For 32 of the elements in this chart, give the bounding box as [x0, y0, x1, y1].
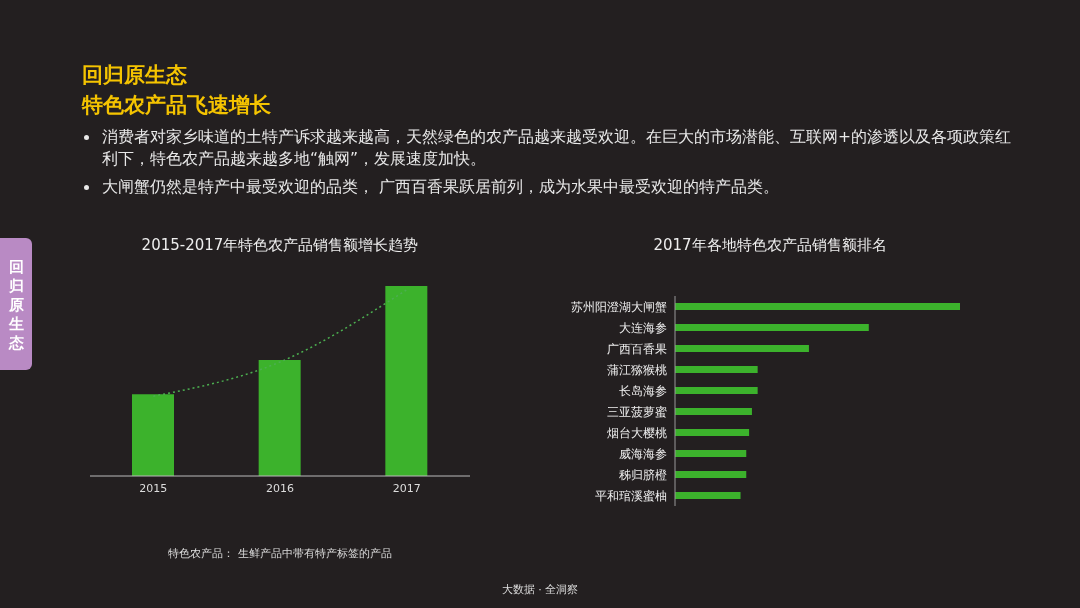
bar [675, 366, 758, 373]
text: 回归原生态 [7, 258, 25, 353]
x-tick-label: 2016 [266, 481, 294, 495]
bar [675, 471, 747, 478]
x-tick-label: 2017 [392, 481, 421, 495]
y-tick-label: 三亚菠萝蜜 [607, 404, 667, 419]
y-tick-label: 烟台大樱桃 [607, 425, 667, 440]
y-tick-label: 平和琯溪蜜柚 [595, 488, 667, 503]
text: 特色农产品飞速增长 [82, 92, 271, 119]
bar [675, 408, 752, 415]
y-tick-label: 广西百香果 [607, 341, 667, 356]
text: 特色农产品： 生鲜产品中带有特产标签的产品 [167, 546, 393, 561]
y-tick-label: 威海海参 [619, 446, 667, 461]
chart-title: 2017年各地特色农产品销售额排名 [652, 236, 888, 256]
y-tick-label: 长岛海参 [619, 383, 667, 398]
y-tick-label: 苏州阳澄湖大闸蟹 [571, 299, 667, 314]
text: 消费者对家乡味道的土特产诉求越来越高，天然绿色的农产品越来越受欢迎。在巨大的市场潜能、互联网+的渗透以及各项政策红利下，特色农产品越来越多地“触网”，发展速度加快。 [102, 127, 1012, 170]
y-tick-label: 蒲江猕猴桃 [607, 362, 667, 377]
chart-title: 2015-2017年特色农产品销售额增长趋势 [140, 236, 420, 256]
text: 大闸蟹仍然是特产中最受欢迎的品类， 广西百香果跃居前列，成为水果中最受欢迎的特产品类。 [102, 177, 779, 198]
bar [675, 303, 960, 310]
y-tick-label: 秭归脐橙 [619, 467, 667, 482]
bar [675, 387, 758, 394]
y-tick-label: 大连海参 [619, 320, 667, 335]
bar [675, 345, 809, 352]
x-tick-label: 2015 [139, 481, 168, 495]
bar [675, 429, 750, 436]
bar [675, 324, 869, 331]
bar [675, 450, 747, 457]
bar [675, 492, 741, 499]
text: 大数据 · 全洞察 [500, 582, 580, 597]
text: 回归原生态 [82, 62, 188, 89]
